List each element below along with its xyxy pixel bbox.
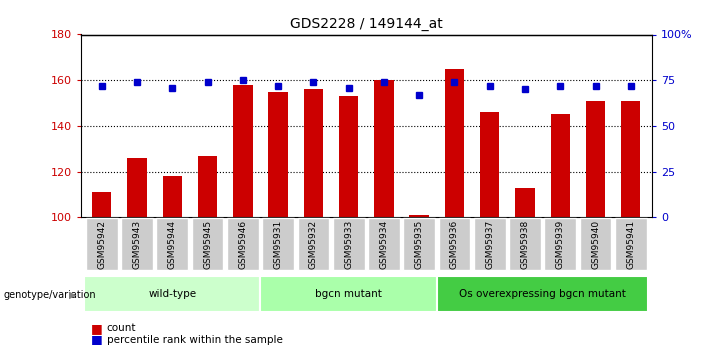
Text: GSM95940: GSM95940 xyxy=(591,219,600,269)
FancyBboxPatch shape xyxy=(474,218,505,270)
Bar xyxy=(233,85,252,217)
Text: count: count xyxy=(107,324,136,333)
Text: ■: ■ xyxy=(91,322,103,335)
FancyBboxPatch shape xyxy=(615,218,646,270)
Bar xyxy=(550,115,570,217)
FancyBboxPatch shape xyxy=(297,218,329,270)
FancyBboxPatch shape xyxy=(191,218,224,270)
FancyBboxPatch shape xyxy=(84,276,261,312)
FancyBboxPatch shape xyxy=(545,218,576,270)
FancyBboxPatch shape xyxy=(227,218,259,270)
Bar xyxy=(128,158,147,217)
Text: wild-type: wild-type xyxy=(148,289,196,299)
Text: ■: ■ xyxy=(91,333,103,345)
Text: GSM95942: GSM95942 xyxy=(97,219,107,269)
Bar xyxy=(268,92,288,217)
FancyBboxPatch shape xyxy=(262,218,294,270)
Bar xyxy=(198,156,217,217)
Bar xyxy=(621,101,641,217)
Text: GSM95937: GSM95937 xyxy=(485,219,494,269)
FancyBboxPatch shape xyxy=(368,218,400,270)
Text: GSM95945: GSM95945 xyxy=(203,219,212,269)
FancyBboxPatch shape xyxy=(121,218,153,270)
FancyBboxPatch shape xyxy=(261,276,437,312)
Text: genotype/variation: genotype/variation xyxy=(4,290,96,300)
Text: bgcn mutant: bgcn mutant xyxy=(315,289,382,299)
Text: GSM95939: GSM95939 xyxy=(556,219,565,269)
Bar xyxy=(444,69,464,217)
Bar xyxy=(480,112,499,217)
Bar xyxy=(409,215,429,217)
FancyBboxPatch shape xyxy=(437,276,648,312)
Bar xyxy=(163,176,182,217)
Text: GSM95935: GSM95935 xyxy=(415,219,423,269)
FancyBboxPatch shape xyxy=(156,218,188,270)
Bar xyxy=(92,192,111,217)
FancyBboxPatch shape xyxy=(439,218,470,270)
Text: GSM95938: GSM95938 xyxy=(520,219,529,269)
FancyBboxPatch shape xyxy=(580,218,611,270)
Bar xyxy=(374,80,393,217)
Bar xyxy=(586,101,605,217)
Text: percentile rank within the sample: percentile rank within the sample xyxy=(107,335,283,345)
Text: GSM95941: GSM95941 xyxy=(626,219,635,269)
Text: GSM95933: GSM95933 xyxy=(344,219,353,269)
FancyBboxPatch shape xyxy=(509,218,541,270)
FancyBboxPatch shape xyxy=(403,218,435,270)
Text: GSM95936: GSM95936 xyxy=(450,219,459,269)
Text: GSM95934: GSM95934 xyxy=(379,219,388,269)
Text: GSM95931: GSM95931 xyxy=(273,219,283,269)
Title: GDS2228 / 149144_at: GDS2228 / 149144_at xyxy=(290,17,442,31)
Text: GSM95932: GSM95932 xyxy=(309,219,318,269)
Text: GSM95944: GSM95944 xyxy=(168,219,177,269)
Text: ▶: ▶ xyxy=(69,290,76,300)
FancyBboxPatch shape xyxy=(333,218,365,270)
Bar xyxy=(339,96,358,217)
Bar xyxy=(304,89,323,217)
Text: Os overexpressing bgcn mutant: Os overexpressing bgcn mutant xyxy=(459,289,626,299)
Text: GSM95946: GSM95946 xyxy=(238,219,247,269)
Text: GSM95943: GSM95943 xyxy=(132,219,142,269)
Bar xyxy=(515,188,535,217)
FancyBboxPatch shape xyxy=(86,218,118,270)
